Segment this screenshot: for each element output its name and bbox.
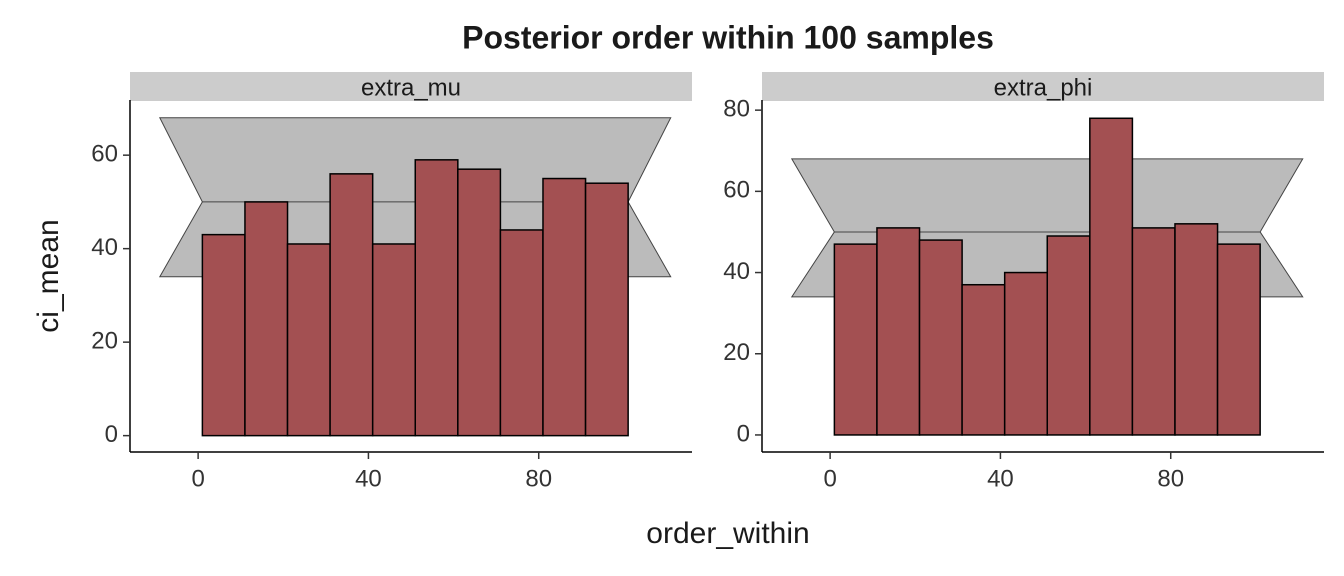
bar xyxy=(918,239,963,436)
y-tick-label: 40 xyxy=(91,234,118,261)
y-tick-label: 60 xyxy=(723,177,750,204)
bar xyxy=(499,229,544,437)
bar xyxy=(371,243,417,437)
bar xyxy=(833,243,878,436)
y-tick-label: 20 xyxy=(91,327,118,354)
bar xyxy=(584,182,629,437)
strip-label: extra_mu xyxy=(361,74,461,101)
y-tick-label: 60 xyxy=(91,141,118,168)
strip-label: extra_phi xyxy=(994,74,1093,101)
bar xyxy=(244,201,289,437)
x-tick-label: 40 xyxy=(987,465,1014,492)
x-tick-label: 0 xyxy=(823,465,836,492)
y-tick-label: 0 xyxy=(737,420,750,447)
bar xyxy=(1046,235,1091,436)
y-tick-label: 0 xyxy=(105,421,118,448)
x-tick-label: 80 xyxy=(1157,465,1184,492)
x-axis-label: order_within xyxy=(646,517,809,550)
bar xyxy=(286,243,331,437)
bar xyxy=(961,283,1006,436)
y-tick-label: 20 xyxy=(723,339,750,366)
bar xyxy=(1174,223,1219,436)
bar xyxy=(1131,227,1176,436)
y-axis-label: ci_mean xyxy=(32,219,65,332)
strip xyxy=(130,72,692,101)
y-tick-label: 80 xyxy=(723,95,750,122)
bar xyxy=(1003,271,1049,436)
bar xyxy=(457,168,502,437)
bar xyxy=(201,233,246,437)
x-tick-label: 40 xyxy=(355,465,382,492)
bar xyxy=(329,173,374,437)
bar xyxy=(542,177,587,437)
strip xyxy=(762,72,1324,101)
x-tick-label: 0 xyxy=(191,465,204,492)
chart-title: Posterior order within 100 samples xyxy=(462,19,994,55)
bar xyxy=(1089,117,1134,436)
bar xyxy=(414,159,459,437)
bar xyxy=(876,227,921,436)
x-tick-label: 80 xyxy=(525,465,552,492)
bar xyxy=(1216,243,1261,436)
y-tick-label: 40 xyxy=(723,258,750,285)
